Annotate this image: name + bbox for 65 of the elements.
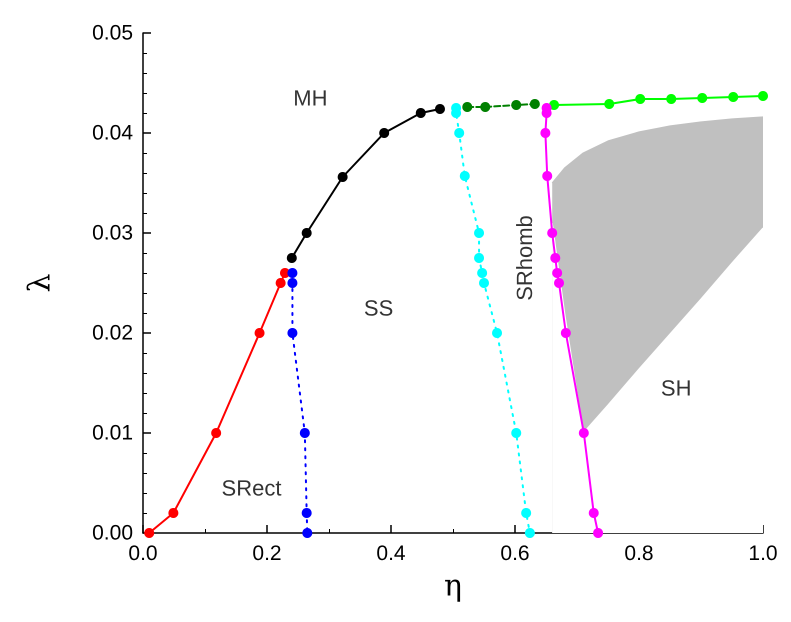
point <box>211 428 222 438</box>
point <box>287 328 298 338</box>
x-tick-label: 0.6 <box>500 542 530 565</box>
point <box>593 528 604 538</box>
point <box>168 508 178 518</box>
point <box>635 94 646 104</box>
x-tick-label: 0.0 <box>128 542 158 565</box>
point <box>276 278 286 288</box>
point <box>480 102 490 112</box>
point <box>547 228 558 238</box>
point <box>287 268 298 278</box>
point <box>540 128 550 138</box>
y-tick-label: 0.00 <box>92 522 133 544</box>
annotation: SS <box>364 296 394 320</box>
point <box>302 508 312 518</box>
y-tick-label: 0.02 <box>92 322 133 344</box>
point <box>338 172 348 182</box>
point <box>286 253 297 263</box>
point <box>758 91 768 101</box>
point <box>588 508 599 518</box>
y-tick-label: 0.03 <box>92 222 133 244</box>
point <box>479 278 489 288</box>
y-axis-title: λ <box>22 273 58 293</box>
y-tick-label: 0.05 <box>92 22 133 44</box>
point <box>697 93 708 103</box>
x-tick-label: 0.2 <box>252 542 282 565</box>
annotation: SRhomb <box>512 215 537 301</box>
point <box>604 99 614 109</box>
point <box>492 328 502 338</box>
point <box>578 428 589 438</box>
annotation: MH <box>293 86 328 110</box>
point <box>474 253 484 263</box>
point <box>728 92 738 102</box>
point <box>254 328 265 338</box>
point <box>542 171 552 181</box>
point <box>434 104 445 114</box>
point <box>474 228 484 238</box>
y-tick-label: 0.04 <box>92 122 134 144</box>
point <box>666 94 676 104</box>
point <box>379 128 390 138</box>
point <box>300 428 310 438</box>
point <box>454 128 464 138</box>
point <box>554 278 564 288</box>
x-tick-label: 1.0 <box>748 542 778 565</box>
point <box>511 428 522 438</box>
point <box>302 228 312 238</box>
point <box>521 508 532 518</box>
point <box>560 328 571 338</box>
point <box>550 253 560 263</box>
point <box>462 102 472 112</box>
x-tick-label: 0.4 <box>376 542 406 565</box>
annotation: SH <box>660 376 692 400</box>
point <box>511 100 522 110</box>
point <box>416 108 426 118</box>
x-axis-title: η <box>444 568 462 604</box>
point <box>287 278 298 288</box>
point <box>524 528 535 538</box>
point <box>477 268 488 278</box>
point <box>530 99 540 109</box>
y-tick-label: 0.01 <box>92 422 133 444</box>
point <box>302 528 312 538</box>
point <box>460 171 470 181</box>
point <box>552 268 562 278</box>
annotation: SRect <box>222 476 282 500</box>
x-tick-label: 0.8 <box>624 542 654 565</box>
